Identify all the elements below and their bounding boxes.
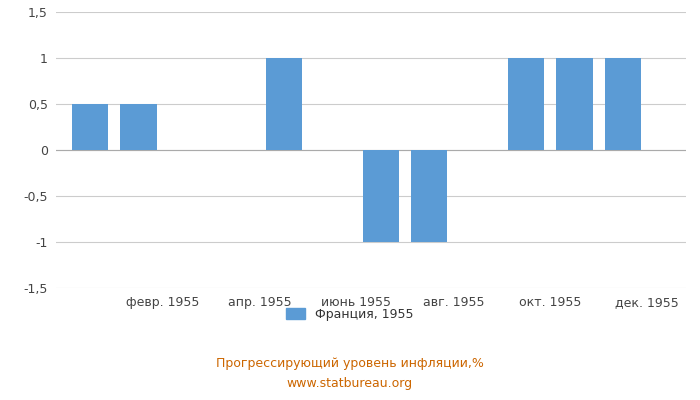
Text: Прогрессирующий уровень инфляции,%: Прогрессирующий уровень инфляции,% (216, 358, 484, 370)
Bar (508, 58, 545, 150)
Bar (363, 150, 399, 242)
Text: www.statbureau.org: www.statbureau.org (287, 378, 413, 390)
Bar (71, 104, 108, 150)
Bar (605, 58, 641, 150)
Bar (556, 58, 593, 150)
Bar (265, 58, 302, 150)
Bar (411, 150, 447, 242)
Bar (120, 104, 157, 150)
Legend: Франция, 1955: Франция, 1955 (281, 303, 419, 326)
